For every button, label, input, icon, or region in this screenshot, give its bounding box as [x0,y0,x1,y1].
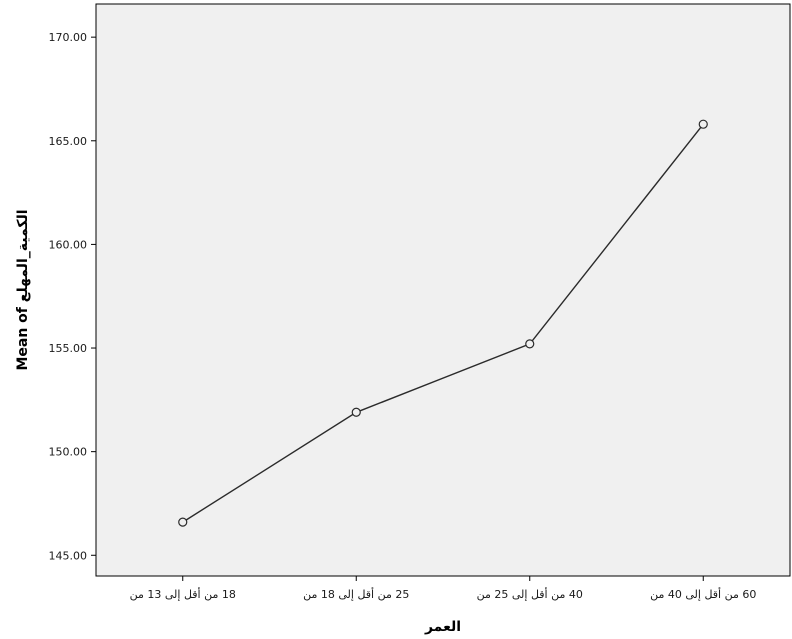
series-layer [178,119,708,527]
x-axis-ticks: 18 من أقل إلى 13 من 25 من أقل إلى 18 من 40… [130,576,756,601]
data-point-marker [525,339,535,349]
data-point-marker [698,119,708,129]
y-tick-label: 165.00 [49,135,88,148]
y-axis-title: Mean of الكمية_المهلع [15,209,31,370]
data-point-marker [351,407,361,417]
y-tick-label: 145.00 [49,549,88,562]
x-tick-label: 40 من أقل إلى 25 من [477,587,583,601]
series-line [182,123,704,523]
plot-area [95,3,791,577]
y-tick-label: 160.00 [49,238,88,251]
x-tick-label: 60 من أقل إلى 40 من [650,587,756,601]
y-tick-label: 150.00 [49,446,88,459]
y-tick-label: 155.00 [49,342,88,355]
x-tick-label: 18 من أقل إلى 13 من [130,587,236,601]
x-tick-label: 25 من أقل إلى 18 من [303,587,409,601]
data-point-marker [178,517,188,527]
x-axis-title: العمر [424,619,461,635]
y-tick-label: 170.00 [49,31,88,44]
y-axis-ticks: 145.00 150.00 155.00 160.00 165.00 170.00 [49,31,96,562]
